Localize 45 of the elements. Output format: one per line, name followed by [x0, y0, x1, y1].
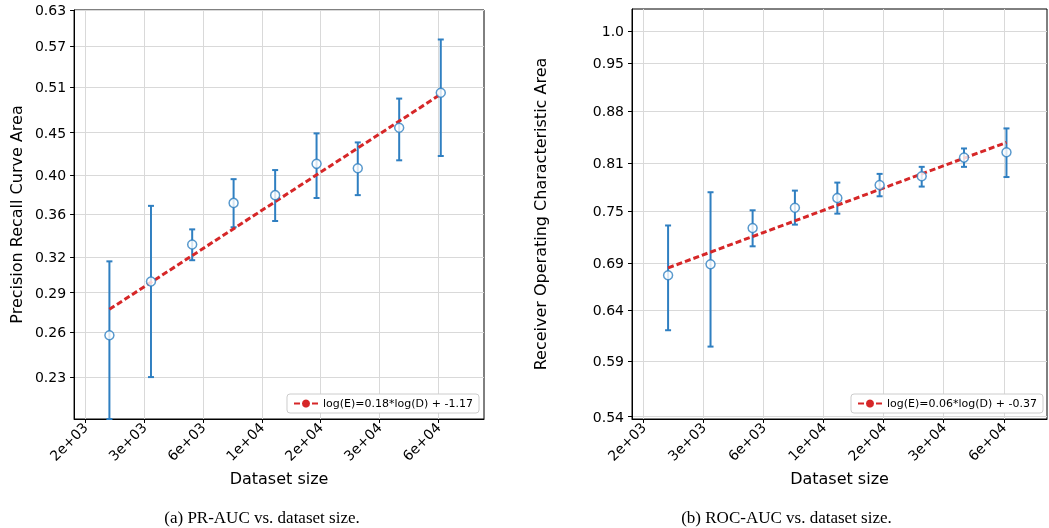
y-tick-label: 0.26 [34, 324, 67, 341]
y-tick-label: 0.29 [34, 284, 67, 301]
y-axis-title: Precision Recall Curve Area [6, 105, 26, 324]
y-tick-label: 0.45 [34, 124, 67, 141]
text: (b) ROC-AUC vs. dataset size. [681, 508, 892, 527]
y-tick-label: 0.36 [34, 205, 67, 222]
point [104, 329, 115, 341]
x-axis-title: Dataset size [229, 468, 329, 488]
y-tick-label: 0.23 [34, 369, 67, 386]
point [662, 269, 674, 281]
legend-label: log(E)=0.18*log(D) + -1.17 [323, 397, 474, 410]
x-axis-title: Dataset size [790, 468, 889, 488]
point [311, 158, 322, 170]
point [747, 222, 758, 234]
y-tick-label: 0.40 [34, 167, 67, 184]
point [874, 179, 885, 191]
y-tick-label: 0.51 [34, 78, 67, 95]
point [789, 202, 801, 214]
y-tick-label: 0.75 [592, 203, 624, 220]
point [435, 87, 447, 98]
point [145, 276, 157, 287]
y-tick-label: 0.32 [34, 248, 67, 265]
y-tick-label: 0.81 [592, 154, 624, 171]
point [228, 197, 239, 209]
y-tick-label: 0.57 [34, 38, 67, 55]
point [958, 152, 970, 163]
y-tick-label: 0.69 [592, 255, 624, 272]
text: (a) PR-AUC vs. dataset size. [164, 508, 360, 527]
y-tick-label: 0.59 [592, 353, 624, 370]
y-tick-label: 0.54 [592, 408, 625, 425]
y-tick-label: 0.95 [592, 55, 624, 72]
y-axis-title: Receiver Operating Characteristic Area [530, 57, 550, 371]
point [352, 163, 364, 174]
point [1001, 147, 1012, 158]
y-tick-label: 1.0 [601, 23, 624, 40]
point [916, 171, 927, 182]
legend-label: log(E)=0.06*log(D) + -0.37 [887, 397, 1038, 410]
point [705, 258, 716, 270]
point [269, 189, 281, 201]
point [186, 239, 198, 250]
point [393, 122, 405, 133]
point [832, 192, 843, 204]
y-tick-label: 0.88 [592, 103, 624, 120]
y-tick-label: 0.64 [592, 302, 625, 319]
y-tick-label: 0.63 [34, 2, 67, 18]
